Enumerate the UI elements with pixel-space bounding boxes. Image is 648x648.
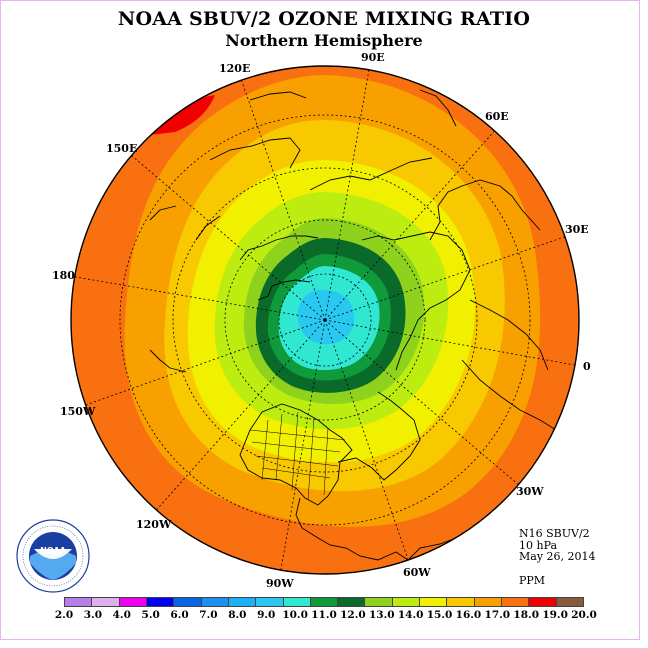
colorbar-tick-label: 4.0: [112, 609, 131, 621]
noaa-logo: NOAA: [16, 519, 90, 593]
colorbar-segment: [310, 598, 339, 606]
colorbar-segment: [92, 598, 120, 606]
colorbar-tick-label: 7.0: [199, 609, 218, 621]
lon-label-180: 180: [52, 269, 75, 282]
colorbar-segment: [474, 598, 502, 606]
colorbar-tick-label: 12.0: [340, 609, 366, 621]
lon-label-120w: 120W: [136, 518, 172, 531]
colorbar-tick-label: 17.0: [484, 609, 511, 621]
map-title: NOAA SBUV/2 OZONE MIXING RATIO: [117, 8, 531, 30]
colorbar-segment: [228, 598, 257, 606]
lon-label-150w: 150W: [60, 405, 96, 418]
colorbar-segment: [502, 598, 530, 606]
colorbar-segment: [556, 598, 583, 606]
lon-label-30w: 30W: [516, 485, 544, 498]
colorbar-tick-label: 18.0: [513, 609, 539, 621]
colorbar-segment: [365, 598, 393, 606]
colorbar-tick-label: 2.0: [54, 609, 74, 621]
colorbar-tick-label: 6.0: [170, 609, 189, 621]
units-label: PPM: [519, 574, 546, 587]
ozone-field: [71, 66, 579, 574]
colorbar-tick-label: 20.0: [571, 609, 597, 621]
logo-text: NOAA: [40, 546, 66, 555]
colorbar-segment: [146, 598, 175, 606]
colorbar-segment: [338, 598, 366, 606]
graticule: [71, 66, 579, 574]
lon-label-60w: 60W: [403, 566, 431, 579]
colorbar-tick-label: 16.0: [455, 609, 482, 621]
colorbar: [64, 597, 584, 607]
lon-label-60e: 60E: [485, 110, 509, 123]
lon-label-150e: 150E: [106, 142, 138, 155]
colorbar-segment: [256, 598, 284, 606]
colorbar-segment: [529, 598, 557, 606]
instrument-label: N16 SBUV/2: [519, 527, 590, 540]
colorbar-segment: [65, 598, 93, 606]
colorbar-tick-label: 3.0: [83, 609, 103, 621]
hemisphere-outline: [70, 65, 580, 575]
lon-label-90w: 90W: [266, 577, 294, 590]
date-label: May 26, 2014: [519, 550, 596, 563]
colorbar-segment: [174, 598, 202, 606]
lon-label-120e: 120E: [219, 62, 251, 75]
colorbar-segment: [392, 598, 421, 606]
pressure-level-label: 10 hPa: [519, 539, 558, 552]
colorbar-segment: [283, 598, 311, 606]
colorbar-tick-label: 10.0: [282, 609, 308, 621]
contour-band-9: [297, 289, 355, 345]
colorbar-segment: [119, 598, 147, 606]
contour-band-19: [150, 95, 215, 135]
us-state-borders: [249, 411, 346, 501]
lon-label-0: 0: [583, 360, 591, 373]
lon-label-30e: 30E: [565, 223, 589, 236]
colorbar-tick-label: 13.0: [368, 609, 395, 621]
lon-label-90e: 90E: [361, 51, 385, 64]
colorbar-segment: [420, 598, 448, 606]
map-subtitle: Northern Hemisphere: [225, 31, 423, 50]
colorbar-tick-label: 9.0: [257, 609, 276, 621]
colorbar-tick-label: 19.0: [542, 609, 568, 621]
colorbar-tick-label: 5.0: [141, 609, 160, 621]
colorbar-tick-label: 11.0: [311, 609, 337, 621]
colorbar-tick-label: 14.0: [397, 609, 424, 621]
colorbar-tick-label: 8.0: [228, 609, 247, 621]
colorbar-segment: [201, 598, 229, 606]
coastlines: [149, 89, 557, 561]
colorbar-ticks: 2.0 3.0 4.0 5.0 6.0 7.0 8.0 9.0 10.0 11.0 12.0 13.0…: [44, 609, 604, 623]
colorbar-tick-label: 15.0: [426, 609, 453, 621]
colorbar-segment: [447, 598, 475, 606]
